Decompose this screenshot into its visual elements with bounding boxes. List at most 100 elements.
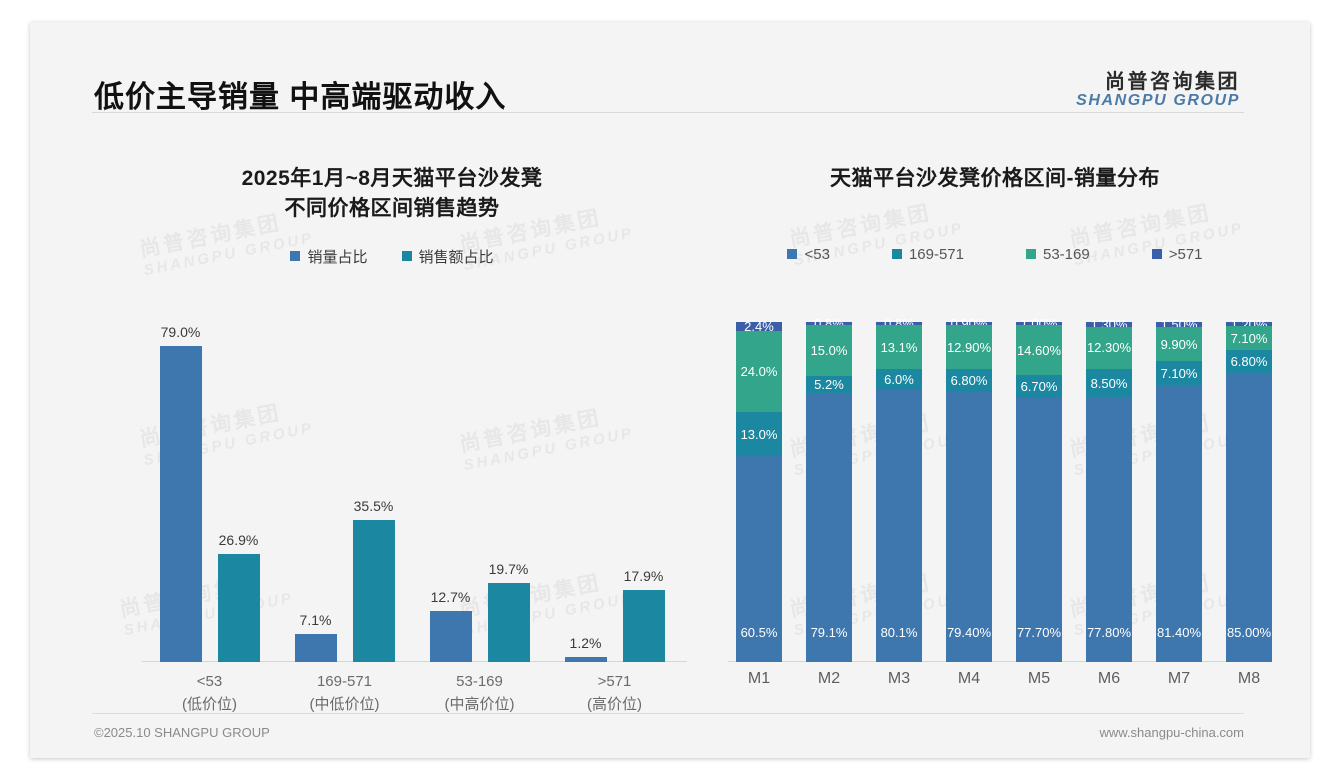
right-chart-panel: 天猫平台沙发凳价格区间-销量分布 <53 169-571 53-169 >571 2.… — [710, 142, 1280, 712]
x-axis-label: <53 (低价位) — [142, 670, 277, 717]
grouped-chart-x-axis-labels: <53 (低价位) 169-571 (中低价位) 53-169 (中高价位) >571 (高价… — [142, 670, 687, 730]
stacked-segment[interactable]: 77.80% — [1086, 397, 1132, 662]
footer-copyright: ©2025.10 SHANGPU GROUP — [94, 725, 270, 740]
stacked-segment[interactable]: 15.0% — [806, 324, 852, 376]
stacked-bar-column[interactable]: 0.90% 12.90% 6.80% 79.40% — [946, 316, 992, 662]
x-axis-label: M1 — [747, 670, 771, 687]
legend-item-53: <53 — [787, 246, 830, 263]
left-chart-panel: 2025年1月~8月天猫平台沙发凳 不同价格区间销售趋势 销量占比 销售额占比 … — [92, 142, 692, 713]
x-axis-label: >571 (高价位) — [547, 670, 682, 717]
stacked-bar-column[interactable]: 1.00% 14.60% 6.70% 77.70% — [1016, 316, 1062, 662]
legend-swatch-icon — [1151, 249, 1162, 260]
stacked-chart-x-axis-labels: M1 M2 M3 M4 M5 M6 M7 M8 — [728, 670, 1268, 700]
x-axis-label: 169-571 (中低价位) — [277, 670, 412, 717]
bar[interactable] — [294, 634, 337, 662]
segment-value-label: 14.60% — [1016, 342, 1062, 358]
x-axis-label: M6 — [1097, 670, 1121, 687]
right-chart-title: 天猫平台沙发凳价格区间-销量分布 — [830, 167, 1160, 190]
stacked-bar-column[interactable]: 1.30% 12.30% 8.50% 77.80% — [1086, 317, 1132, 662]
stacked-segment[interactable]: 8.50% — [1086, 368, 1132, 398]
stacked-segment[interactable]: 12.30% — [1086, 326, 1132, 369]
stacked-segment[interactable]: 24.0% — [736, 330, 782, 413]
bar-value-label: 7.1% — [299, 612, 332, 628]
stacked-bar-column[interactable]: 2.4% 24.0% 13.0% 60.5% — [736, 319, 782, 662]
stacked-segment[interactable]: 12.90% — [946, 325, 992, 369]
bar-column[interactable]: 79.0% — [159, 322, 202, 662]
x-axis-label: M5 — [1027, 670, 1051, 687]
segment-value-label: 77.70% — [1016, 625, 1062, 640]
segment-value-label: 79.40% — [946, 625, 992, 640]
stacked-segment[interactable]: 13.1% — [876, 324, 922, 370]
stacked-segment[interactable]: 14.60% — [1016, 325, 1062, 376]
company-logo: 尚普咨询集团 SHANGPU GROUP — [1076, 72, 1240, 110]
bar-value-label: 19.7% — [488, 561, 529, 577]
slide-canvas: 低价主导销量 中高端驱动收入 尚普咨询集团 SHANGPU GROUP 尚普咨询… — [30, 22, 1310, 758]
stacked-segment[interactable]: 60.5% — [736, 456, 782, 662]
bar-column[interactable]: 35.5% — [352, 322, 395, 662]
stacked-bar-column[interactable]: 1.20% 7.10% 6.80% 85.00% — [1226, 317, 1272, 662]
stacked-segment[interactable]: 7.10% — [1156, 361, 1202, 386]
stacked-segment[interactable]: 80.1% — [876, 389, 922, 662]
x-axis-label: M7 — [1167, 670, 1191, 687]
bar-column[interactable]: 19.7% — [487, 322, 530, 662]
segment-value-label: 80.1% — [880, 625, 918, 640]
segment-value-label: 13.0% — [740, 426, 778, 442]
bar-column[interactable]: 17.9% — [622, 322, 665, 662]
legend-item-53-169: 53-169 — [1026, 246, 1090, 263]
legend-swatch-icon — [891, 249, 902, 260]
legend-label: 53-169 — [1043, 245, 1090, 263]
stacked-segment[interactable]: 2.4% — [736, 319, 782, 334]
bar[interactable] — [429, 611, 472, 662]
segment-value-label: 5.2% — [814, 377, 844, 392]
bar[interactable] — [622, 590, 665, 662]
bar-column[interactable]: 12.7% — [429, 322, 472, 662]
stacked-segment[interactable]: 13.0% — [736, 412, 782, 457]
segment-value-label: 6.80% — [950, 372, 988, 388]
stacked-bar-chart: 2.4% 24.0% 13.0% 60.5% 0.8% 15.0% 5.2% 79.1% 0.8… — [728, 316, 1272, 662]
stacked-bar-column[interactable]: 0.8% 13.1% 6.0% 80.1% — [876, 316, 922, 662]
stacked-bar-column[interactable]: 1.50% 9.90% 7.10% 81.40% — [1156, 317, 1202, 662]
logo-chinese-name: 尚普咨询集团 — [1105, 71, 1240, 93]
bar[interactable] — [352, 520, 395, 662]
legend-swatch-icon — [401, 251, 412, 262]
legend-item-sales-revenue: 销售额占比 — [401, 246, 494, 267]
x-axis-label: M3 — [887, 670, 911, 687]
segment-value-label: 79.1% — [810, 625, 848, 640]
stacked-segment[interactable]: 5.2% — [806, 375, 852, 394]
stacked-segment[interactable]: 6.0% — [876, 369, 922, 390]
stacked-segment[interactable]: 6.80% — [946, 368, 992, 393]
bar-group: 7.1% 35.5% — [277, 322, 412, 662]
x-axis-line — [728, 661, 1268, 662]
stacked-segment[interactable]: 77.70% — [1016, 397, 1062, 662]
stacked-segment[interactable]: 85.00% — [1226, 373, 1272, 662]
x-axis-label-range: <53 — [196, 673, 223, 690]
segment-value-label: 7.10% — [1160, 365, 1198, 381]
x-axis-label-range: 53-169 — [456, 673, 503, 690]
legend-label: 169-571 — [908, 245, 964, 263]
bar[interactable] — [217, 554, 260, 662]
stacked-segment[interactable]: 79.40% — [946, 392, 992, 662]
stacked-segment[interactable]: 6.70% — [1016, 375, 1062, 398]
stacked-segment[interactable]: 6.80% — [1226, 350, 1272, 374]
bar-value-label: 1.2% — [569, 635, 602, 651]
x-axis-label: 53-169 (中高价位) — [412, 670, 547, 717]
bar[interactable] — [564, 657, 607, 662]
bar-column[interactable]: 1.2% — [564, 322, 607, 662]
bar-column[interactable]: 7.1% — [294, 322, 337, 662]
stacked-segment[interactable]: 79.1% — [806, 393, 852, 662]
segment-value-label: 15.0% — [810, 342, 848, 358]
stacked-segment[interactable]: 7.10% — [1226, 326, 1272, 351]
segment-value-label: 60.5% — [740, 625, 778, 640]
footer-divider — [92, 713, 1244, 714]
segment-value-label: 13.1% — [880, 339, 918, 355]
legend-item-169-571: 169-571 — [891, 245, 964, 263]
stacked-bar-column[interactable]: 0.8% 15.0% 5.2% 79.1% — [806, 316, 852, 662]
stacked-segment[interactable]: 9.90% — [1156, 327, 1202, 362]
bar-column[interactable]: 26.9% — [217, 322, 260, 662]
bar-group: 1.2% 17.9% — [547, 322, 682, 662]
segment-value-label: 6.80% — [1230, 354, 1268, 370]
stacked-segment[interactable]: 81.40% — [1156, 385, 1202, 662]
bar[interactable] — [487, 583, 530, 662]
legend-swatch-icon — [1026, 249, 1036, 260]
bar[interactable] — [159, 346, 202, 662]
